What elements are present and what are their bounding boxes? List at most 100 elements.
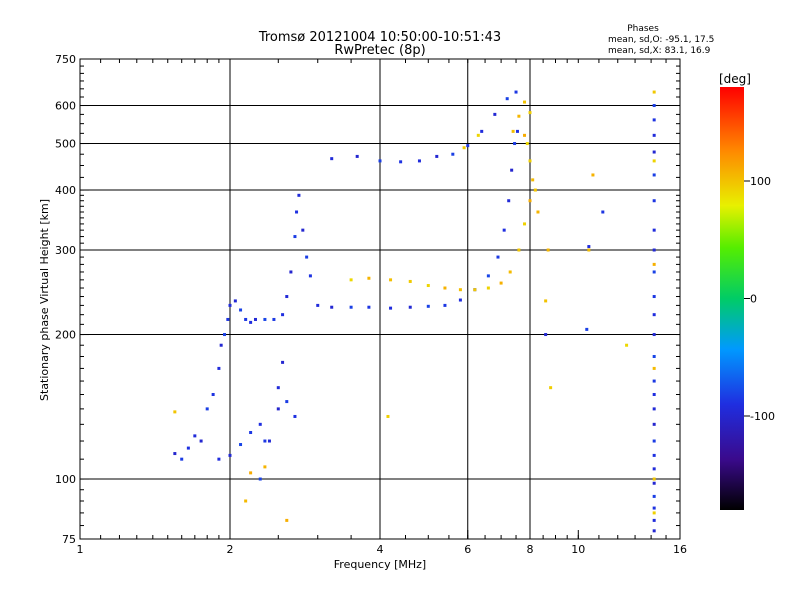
y-tick-label: 600 [55,100,76,113]
x-tick-label: 6 [464,543,471,556]
data-point-o [652,199,656,203]
data-point-x [517,248,521,252]
data-point-o [652,439,656,443]
data-point-x [531,178,535,182]
data-point-o [585,327,589,331]
data-point-o [211,393,215,397]
data-point-o [652,518,656,522]
data-point-o [587,245,591,249]
x-tick-label: 16 [673,543,687,556]
data-point-o [263,439,267,443]
data-point-o [435,154,439,158]
data-point-x [528,111,532,115]
data-point-o [281,360,285,364]
data-point-x [523,133,527,137]
data-point-o [316,303,320,307]
x-tick-label: 4 [377,543,384,556]
data-point-o [308,274,312,278]
data-point-o [652,422,656,426]
data-point-o [293,235,297,239]
data-point-o [513,142,517,146]
data-point-o [515,129,519,133]
data-point-o [258,422,262,426]
chart-title: Tromsø 20121004 10:50:00-10:51:43 [258,30,501,45]
data-point-o [249,431,253,435]
data-point-o [466,144,470,148]
data-point-x [263,465,267,469]
data-point-o [301,228,305,232]
data-point-x [528,159,532,163]
data-point-o [233,299,237,303]
x-tick-label: 1 [77,543,84,556]
data-point-o [505,97,509,101]
y-tick-label: 200 [55,329,76,342]
data-point-x [652,159,656,163]
data-point-o [330,157,334,161]
data-point-o [297,193,301,197]
data-point-o [193,434,197,438]
axis-ticks: 1 2 4 6 8 10 16 75 100 200 300 400 500 600 750 [55,53,687,556]
data-point-o [652,529,656,533]
y-tick-label: 400 [55,184,76,197]
data-point-x [546,248,550,252]
data-point-x [285,518,289,522]
data-point-o [186,446,190,450]
data-point-x [408,279,412,283]
stats-heading: Phases [627,24,659,34]
data-point-o [173,452,177,456]
data-point-x [528,199,532,203]
data-point-x [652,511,656,515]
data-point-o [458,298,462,302]
y-tick-label: 300 [55,244,76,257]
data-point-o [205,407,209,411]
data-point-o [217,366,221,370]
data-point-o [349,305,353,309]
data-point-o [267,439,271,443]
data-point-o [502,228,506,232]
data-point-x [389,278,393,282]
data-point-o [652,150,656,154]
data-point-x [523,222,527,226]
colorbar-label: [deg] [719,72,751,86]
data-point-x [499,281,503,285]
data-point-o [355,154,359,158]
data-point-o [451,152,455,156]
data-point-o [426,304,430,308]
y-tick-label: 100 [55,473,76,486]
data-point-o [480,129,484,133]
data-point-o [389,306,393,310]
data-point-o [285,295,289,299]
data-point-o [244,317,248,321]
data-point-o [226,317,230,321]
data-point-o [652,313,656,317]
data-point-o [652,379,656,383]
data-point-o [281,313,285,317]
data-point-o [408,305,412,309]
data-point-o [443,303,447,307]
data-point-x [508,270,512,274]
data-point-x [244,499,248,503]
data-point-x [652,366,656,370]
data-point-o [652,295,656,299]
stats-line-o: mean, sd,O: -95.1, 17.5 [608,35,714,45]
data-point-o [652,228,656,232]
data-point-x [511,129,515,133]
data-point-x [544,299,548,303]
data-point-o [652,354,656,358]
data-point-x [173,410,177,414]
data-point-o [228,303,232,307]
data-point-x [458,288,462,292]
data-point-o [276,407,280,411]
data-point-o [514,90,518,94]
data-point-x [462,146,466,150]
data-point-o [223,333,227,337]
grid-lines [80,59,680,539]
data-point-o [367,305,371,309]
data-point-o [285,400,289,404]
data-point-x [652,90,656,94]
data-point-o [652,481,656,485]
data-point-o [510,168,514,172]
data-point-o [652,494,656,498]
data-point-o [399,160,403,164]
data-point-o [378,159,382,163]
